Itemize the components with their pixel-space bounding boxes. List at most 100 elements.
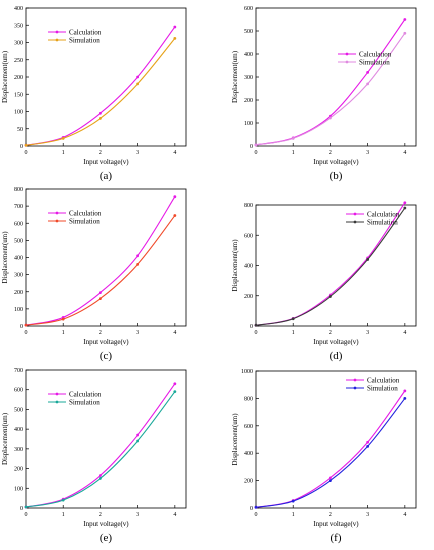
x-tick-label: 1	[62, 512, 65, 518]
series-line-simulation	[25, 38, 176, 146]
y-tick-label: 600	[244, 6, 253, 12]
y-tick-label: 300	[14, 273, 23, 279]
data-point	[61, 317, 65, 321]
x-tick-label: 1	[292, 512, 295, 518]
data-point	[173, 382, 177, 386]
y-tick-label: 700	[14, 204, 23, 210]
y-tick-label: 600	[244, 233, 253, 239]
legend-label: Calculation	[359, 51, 392, 59]
data-point	[403, 31, 407, 35]
chart-panel-1: 0 1 2 3 4 0 50 100 150 200 250 300 350 400 Calculation…	[1, 6, 187, 182]
panel-label: (c)	[100, 350, 113, 362]
y-tick-label: 1000	[241, 369, 253, 375]
x-tick-label: 4	[403, 512, 406, 518]
x-tick-label: 4	[173, 512, 176, 518]
y-tick-label: 600	[244, 424, 253, 430]
data-point	[173, 214, 177, 217]
data-point	[173, 25, 177, 29]
x-tick-label: 1	[292, 330, 295, 336]
legend-label: Calculation	[69, 391, 102, 399]
data-point	[136, 75, 140, 79]
legend-marker	[353, 378, 357, 382]
y-tick-label: 200	[244, 98, 253, 104]
x-tick-label: 4	[173, 330, 176, 336]
y-tick-label: 400	[14, 6, 23, 12]
y-tick-label: 200	[244, 479, 253, 485]
x-tick-label: 0	[255, 150, 258, 156]
x-tick-label: 3	[366, 330, 369, 336]
panel-label: (a)	[100, 170, 113, 182]
chart-panel-5: 0 1 2 3 4 0 100 200 300 400 500 600 700 CalculationSi…	[1, 368, 187, 544]
x-tick-label: 0	[25, 150, 28, 156]
x-tick-label: 3	[136, 330, 139, 336]
data-point	[99, 297, 102, 300]
y-tick-label: 100	[244, 121, 253, 127]
y-tick-label: 800	[244, 203, 253, 209]
data-point	[329, 116, 332, 120]
data-point	[99, 117, 102, 120]
legend-marker	[345, 60, 349, 64]
x-tick-label: 4	[173, 150, 176, 156]
data-point	[24, 323, 28, 327]
y-axis-label: Displacement(um)	[231, 239, 239, 292]
y-tick-label: 100	[14, 110, 23, 116]
y-axis-label: Displacement(um)	[1, 231, 9, 284]
legend-label: Calculation	[367, 377, 400, 385]
legend-label: Simulation	[359, 59, 390, 67]
panel-label: (d)	[330, 350, 343, 362]
data-point	[403, 18, 407, 21]
data-point	[403, 389, 407, 393]
data-point	[366, 82, 370, 86]
data-point	[173, 195, 177, 199]
x-tick-label: 2	[329, 150, 332, 156]
data-point	[254, 323, 258, 327]
y-tick-label: 300	[244, 75, 253, 81]
panel-label: (f)	[331, 532, 342, 544]
x-tick-label: 4	[403, 330, 406, 336]
plot-frame	[25, 7, 187, 147]
legend-marker	[55, 211, 59, 215]
y-axis-label: Displacement(um)	[231, 50, 239, 103]
data-point	[136, 82, 140, 86]
y-tick-label: 700	[14, 368, 23, 374]
y-tick-label: 250	[14, 58, 23, 64]
data-point	[99, 477, 102, 480]
x-tick-label: 3	[366, 150, 369, 156]
y-axis-label: Displacement(um)	[1, 412, 9, 465]
y-tick-label: 350	[14, 23, 23, 29]
legend-marker	[353, 386, 357, 390]
legend-marker	[353, 212, 357, 216]
y-tick-label: 600	[14, 221, 23, 227]
data-point	[61, 137, 65, 140]
plot-frame	[255, 370, 417, 509]
x-tick-label: 2	[99, 150, 102, 156]
data-point	[136, 439, 140, 443]
series-line-calculation	[255, 390, 406, 508]
x-tick-label: 2	[99, 512, 102, 518]
x-tick-label: 3	[136, 512, 139, 518]
data-point	[366, 71, 370, 74]
x-tick-label: 0	[25, 512, 28, 518]
y-tick-label: 200	[14, 467, 23, 473]
y-tick-label: 0	[20, 324, 23, 330]
data-point	[403, 201, 407, 205]
data-point	[99, 111, 102, 115]
y-tick-label: 500	[14, 407, 23, 413]
x-tick-label: 1	[62, 330, 65, 336]
legend-marker	[55, 38, 59, 42]
x-tick-label: 3	[136, 150, 139, 156]
legend-marker	[55, 219, 59, 223]
panel-label: (e)	[100, 532, 113, 544]
legend-label: Simulation	[69, 399, 100, 407]
legend-label: Calculation	[69, 210, 102, 218]
chart-panel-6: 0 1 2 3 4 0 200 400 600 800 1000 CalculationSimulat…	[231, 369, 417, 544]
data-point	[366, 440, 370, 444]
data-point	[329, 476, 332, 480]
x-tick-label: 4	[403, 150, 406, 156]
x-axis-label: Input voltage(v)	[83, 520, 129, 528]
y-tick-label: 800	[14, 187, 23, 193]
y-tick-label: 100	[14, 486, 23, 492]
data-point	[24, 505, 28, 509]
